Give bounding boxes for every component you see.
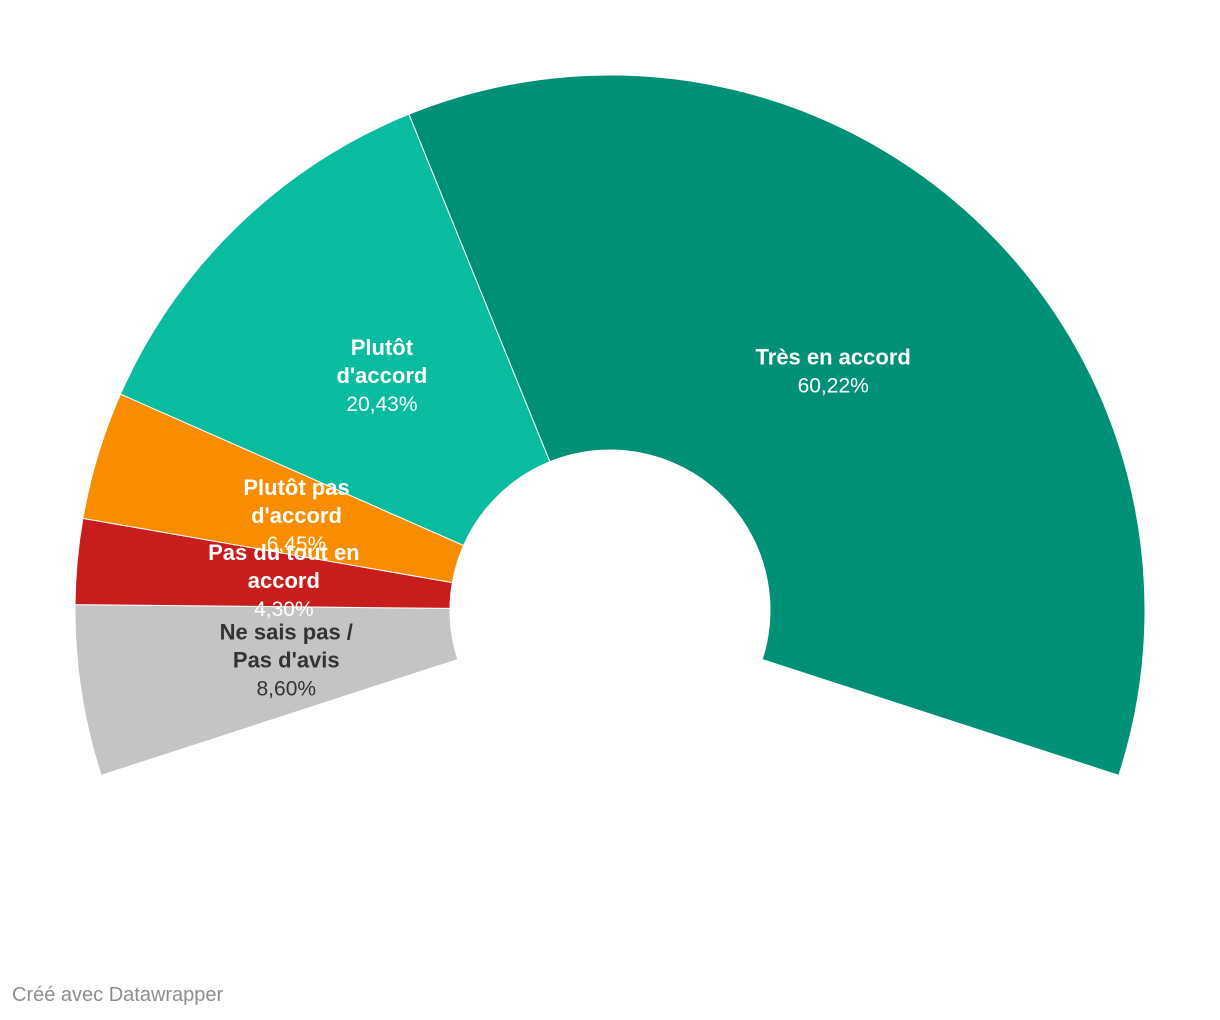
slice-label-line: Ne sais pas / (220, 620, 353, 645)
slice-label-line: Pas d'avis (233, 648, 340, 673)
chart-slices (74, 74, 1146, 776)
slice-value: 20,43% (346, 393, 417, 416)
slice-value: 6,45% (267, 533, 327, 556)
slice-label-4: Très en accord 60,22% (756, 344, 911, 397)
slice-value: 4,30% (254, 598, 314, 621)
slice-label-line: accord (248, 568, 320, 593)
slice-label-line: Très en accord (756, 344, 911, 369)
slice-label-line: Pas du tout en (208, 540, 360, 565)
slice-label-line: d'accord (251, 503, 342, 528)
slice-label-2: Plutôt pas d'accord 6,45% (243, 475, 349, 556)
slice-label-line: Plutôt pas (243, 475, 349, 500)
slice-value: 8,60% (257, 678, 317, 701)
slice-label-1: Pas du tout en accord 4,30% (208, 540, 360, 621)
slice-label-line: Plutôt (351, 335, 414, 360)
slice-label-line: d'accord (337, 363, 428, 388)
credit-footer: Créé avec Datawrapper (12, 984, 224, 1006)
slice-value: 60,22% (798, 374, 869, 397)
slice-label-3: Plutôt d'accord 20,43% (337, 335, 428, 416)
slice-label-0: Ne sais pas / Pas d'avis 8,60% (220, 620, 353, 701)
chart-labels: Ne sais pas / Pas d'avis 8,60% Pas du tout … (208, 335, 911, 701)
slice-4[interactable] (408, 74, 1146, 776)
slice-3[interactable] (119, 113, 551, 547)
